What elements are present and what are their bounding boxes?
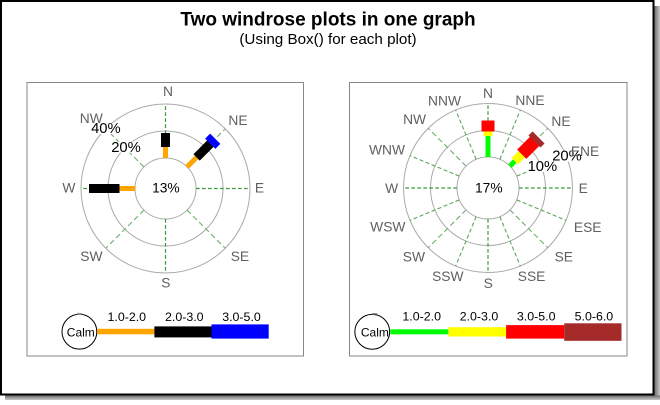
svg-text:NNW: NNW [428,94,461,109]
svg-text:NE: NE [551,114,570,129]
svg-text:S: S [484,276,493,291]
svg-text:Calm: Calm [67,326,95,340]
svg-text:SE: SE [231,249,249,264]
svg-text:N: N [483,86,493,101]
svg-text:1.0-2.0: 1.0-2.0 [402,310,441,324]
svg-text:NE: NE [228,113,247,128]
svg-text:ENE: ENE [571,144,599,159]
svg-text:2.0-3.0: 2.0-3.0 [165,310,204,324]
svg-text:Calm: Calm [361,326,389,340]
svg-text:SSE: SSE [518,269,546,284]
svg-text:S: S [161,276,170,291]
svg-text:SW: SW [403,249,425,264]
svg-text:5.0-6.0: 5.0-6.0 [575,310,614,324]
svg-text:13%: 13% [152,181,180,196]
svg-text:SW: SW [80,249,102,264]
svg-text:SE: SE [555,249,573,264]
svg-text:NW: NW [403,112,426,127]
svg-text:SSW: SSW [432,269,463,284]
svg-text:N: N [163,84,173,99]
svg-text:2.0-3.0: 2.0-3.0 [460,310,499,324]
svg-text:WNW: WNW [369,143,405,158]
svg-text:1.0-2.0: 1.0-2.0 [108,310,147,324]
svg-text:NNE: NNE [515,93,544,108]
svg-text:ESE: ESE [574,220,602,235]
svg-text:W: W [62,181,75,196]
svg-text:Two windrose plots in one grap: Two windrose plots in one graph [180,9,475,30]
svg-text:E: E [579,181,588,196]
svg-text:E: E [255,181,264,196]
svg-text:WSW: WSW [370,220,405,235]
svg-text:17%: 17% [475,181,503,196]
svg-text:NW: NW [80,111,103,126]
svg-text:3.0-5.0: 3.0-5.0 [222,310,261,324]
svg-text:(Using Box() for each plot): (Using Box() for each plot) [239,31,416,48]
svg-text:20%: 20% [111,140,141,156]
svg-text:3.0-5.0: 3.0-5.0 [517,310,556,324]
svg-text:W: W [385,181,398,196]
